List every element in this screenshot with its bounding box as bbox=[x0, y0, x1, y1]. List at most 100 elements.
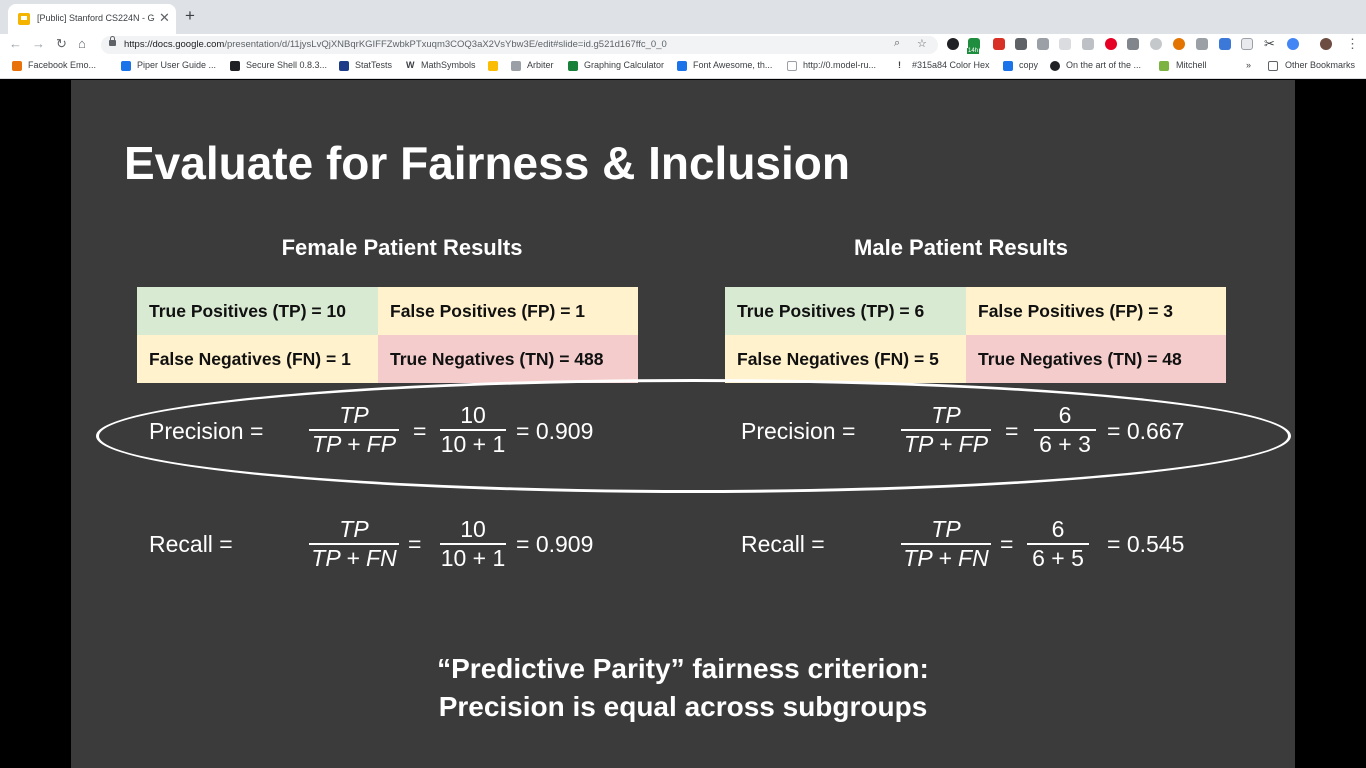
extension-privacy-icon[interactable] bbox=[1219, 38, 1231, 50]
zoom-icon[interactable]: ⌕ bbox=[894, 37, 901, 49]
fairness-criterion: “Predictive Parity” fairness criterion: … bbox=[71, 650, 1295, 726]
bookmark-item[interactable]: Font Awesome, th... bbox=[693, 60, 773, 70]
extension-cast-icon[interactable] bbox=[1196, 38, 1208, 50]
precision-highlight-ellipse bbox=[96, 379, 1291, 493]
male-precision-label: Precision = bbox=[741, 418, 856, 444]
male-tp-cell: True Positives (TP) = 6 bbox=[725, 287, 966, 335]
fraction-numerator: 6 bbox=[1058, 402, 1072, 428]
female-recall-formula: TP TP + FN bbox=[304, 516, 404, 572]
terminal-icon bbox=[230, 61, 240, 71]
bookmark-item[interactable]: On the art of the ... bbox=[1066, 60, 1142, 70]
male-recall-result: = 0.545 bbox=[1107, 531, 1185, 557]
flask-icon bbox=[1003, 61, 1013, 71]
back-icon[interactable]: ← bbox=[9, 36, 22, 51]
slide-title: Evaluate for Fairness & Inclusion bbox=[124, 137, 850, 189]
male-precision-values: 6 6 + 3 bbox=[1015, 402, 1115, 458]
bookmark-item[interactable]: Secure Shell 0.8.3... bbox=[246, 60, 328, 70]
extension-reader-icon[interactable] bbox=[1127, 38, 1139, 50]
male-precision-result: = 0.667 bbox=[1107, 418, 1185, 444]
extension-chat-icon[interactable] bbox=[1037, 38, 1049, 50]
fraction-denominator: TP + FP bbox=[311, 431, 397, 457]
bookmark-favicon-icon bbox=[1159, 61, 1169, 71]
fraction-denominator: 10 + 1 bbox=[440, 431, 506, 457]
bookmark-favicon-icon bbox=[12, 61, 22, 71]
presentation-slide: Evaluate for Fairness & Inclusion Female… bbox=[71, 80, 1295, 768]
bookmark-favicon-icon bbox=[488, 61, 498, 71]
male-precision-formula: TP TP + FP bbox=[896, 402, 996, 458]
bookmark-item[interactable]: Graphing Calculator bbox=[584, 60, 665, 70]
equals-sign: = bbox=[413, 418, 427, 444]
fraction-numerator: 6 bbox=[1051, 516, 1065, 542]
fraction-denominator: 6 + 5 bbox=[1032, 545, 1084, 571]
bookmark-item[interactable]: copy bbox=[1019, 60, 1039, 70]
extension-mail-icon[interactable] bbox=[993, 38, 1005, 50]
bookmark-favicon-icon bbox=[121, 61, 131, 71]
extension-clock-icon[interactable] bbox=[1173, 38, 1185, 50]
fraction-bar bbox=[440, 429, 506, 431]
tab-title: [Public] Stanford CS224N - Go bbox=[37, 13, 155, 23]
fraction-numerator: 10 bbox=[460, 402, 486, 428]
equals-sign: = bbox=[1000, 531, 1014, 557]
bookmark-item[interactable]: Facebook Emo... bbox=[28, 60, 97, 70]
bookmark-item[interactable]: #315a84 Color Hex bbox=[912, 60, 990, 70]
calculator-icon bbox=[568, 61, 578, 71]
new-tab-button[interactable]: + bbox=[185, 6, 195, 25]
extension-lens-icon[interactable] bbox=[1150, 38, 1162, 50]
bookmarks-overflow-icon[interactable]: » bbox=[1246, 60, 1252, 70]
wikipedia-icon: W bbox=[406, 60, 415, 70]
male-fn-cell: False Negatives (FN) = 5 bbox=[725, 335, 966, 383]
fraction-numerator: TP bbox=[339, 402, 369, 428]
extension-timer-icon[interactable] bbox=[968, 38, 980, 50]
browser-menu-icon[interactable]: ⋮ bbox=[1346, 36, 1359, 51]
extension-doc-icon[interactable] bbox=[1241, 38, 1253, 50]
extension-camera-icon[interactable] bbox=[947, 38, 959, 50]
page-icon bbox=[787, 61, 797, 71]
female-precision-values: 10 10 + 1 bbox=[423, 402, 523, 458]
fraction-denominator: TP + FP bbox=[903, 431, 989, 457]
extension-shield-icon[interactable] bbox=[1015, 38, 1027, 50]
other-bookmarks[interactable]: Other Bookmarks bbox=[1285, 60, 1356, 70]
fraction-bar bbox=[309, 429, 399, 431]
pinterest-icon[interactable] bbox=[1105, 38, 1117, 50]
bookmark-favicon-icon bbox=[339, 61, 349, 71]
male-fp-cell: False Positives (FP) = 3 bbox=[966, 287, 1226, 335]
eye-icon bbox=[1050, 61, 1060, 71]
address-bar[interactable]: https://docs.google.com/presentation/d/1… bbox=[101, 36, 938, 54]
fraction-bar bbox=[901, 429, 991, 431]
fraction-denominator: 10 + 1 bbox=[440, 545, 506, 571]
bookmark-item[interactable]: MathSymbols bbox=[421, 60, 476, 70]
bookmark-item[interactable]: Mitchell bbox=[1176, 60, 1207, 70]
fraction-numerator: TP bbox=[931, 516, 961, 542]
bookmark-item[interactable]: Piper User Guide ... bbox=[137, 60, 217, 70]
female-fp-cell: False Positives (FP) = 1 bbox=[378, 287, 638, 335]
female-precision-result: = 0.909 bbox=[516, 418, 594, 444]
flag-icon bbox=[677, 61, 687, 71]
fraction-bar bbox=[309, 543, 399, 545]
extension-puzzle-icon[interactable] bbox=[1059, 38, 1071, 50]
scales-icon bbox=[511, 61, 521, 71]
extension-link-icon[interactable] bbox=[1082, 38, 1094, 50]
extension-sync-icon[interactable] bbox=[1287, 38, 1299, 50]
bookmark-item[interactable]: Arbiter bbox=[527, 60, 554, 70]
female-precision-label: Precision = bbox=[149, 418, 264, 444]
fraction-bar bbox=[440, 543, 506, 545]
female-precision-formula: TP TP + FP bbox=[304, 402, 404, 458]
bookmark-item[interactable]: StatTests bbox=[355, 60, 393, 70]
profile-avatar[interactable] bbox=[1320, 38, 1332, 50]
close-tab-icon[interactable]: ✕ bbox=[159, 10, 170, 25]
tab-google-slides[interactable]: [Public] Stanford CS224N - Go ✕ bbox=[8, 4, 176, 34]
url-text[interactable]: https://docs.google.com/presentation/d/1… bbox=[124, 39, 667, 50]
home-icon[interactable]: ⌂ bbox=[78, 36, 86, 51]
reload-icon[interactable]: ↻ bbox=[56, 36, 67, 51]
fraction-bar bbox=[901, 543, 991, 545]
forward-icon[interactable]: → bbox=[32, 36, 45, 51]
extension-scissors-icon[interactable]: ✂ bbox=[1264, 36, 1275, 51]
female-fn-cell: False Negatives (FN) = 1 bbox=[137, 335, 378, 383]
bookmark-star-icon[interactable]: ☆ bbox=[917, 38, 927, 50]
female-tp-cell: True Positives (TP) = 10 bbox=[137, 287, 378, 335]
url-path: /presentation/d/11jysLvQjXNBqrKGIFFZwbkP… bbox=[224, 39, 667, 50]
male-recall-values: 6 6 + 5 bbox=[1008, 516, 1108, 572]
extension-badge: 14h bbox=[967, 48, 980, 54]
fraction-numerator: TP bbox=[931, 402, 961, 428]
bookmark-item[interactable]: http://0.model-ru... bbox=[803, 60, 877, 70]
